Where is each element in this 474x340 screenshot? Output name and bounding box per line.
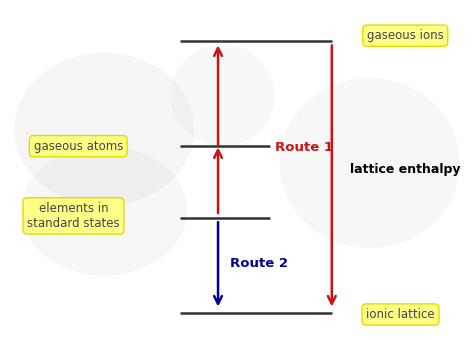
Ellipse shape bbox=[21, 146, 187, 275]
Text: ionic lattice: ionic lattice bbox=[366, 308, 435, 321]
Text: gaseous atoms: gaseous atoms bbox=[34, 140, 123, 153]
Text: elements in
standard states: elements in standard states bbox=[27, 202, 120, 230]
Ellipse shape bbox=[14, 53, 194, 206]
Text: gaseous ions: gaseous ions bbox=[367, 29, 444, 42]
Ellipse shape bbox=[171, 44, 275, 146]
Ellipse shape bbox=[280, 78, 460, 248]
Text: Route 2: Route 2 bbox=[230, 257, 288, 270]
Text: Route 1: Route 1 bbox=[275, 141, 333, 154]
Text: lattice enthalpy: lattice enthalpy bbox=[350, 164, 461, 176]
